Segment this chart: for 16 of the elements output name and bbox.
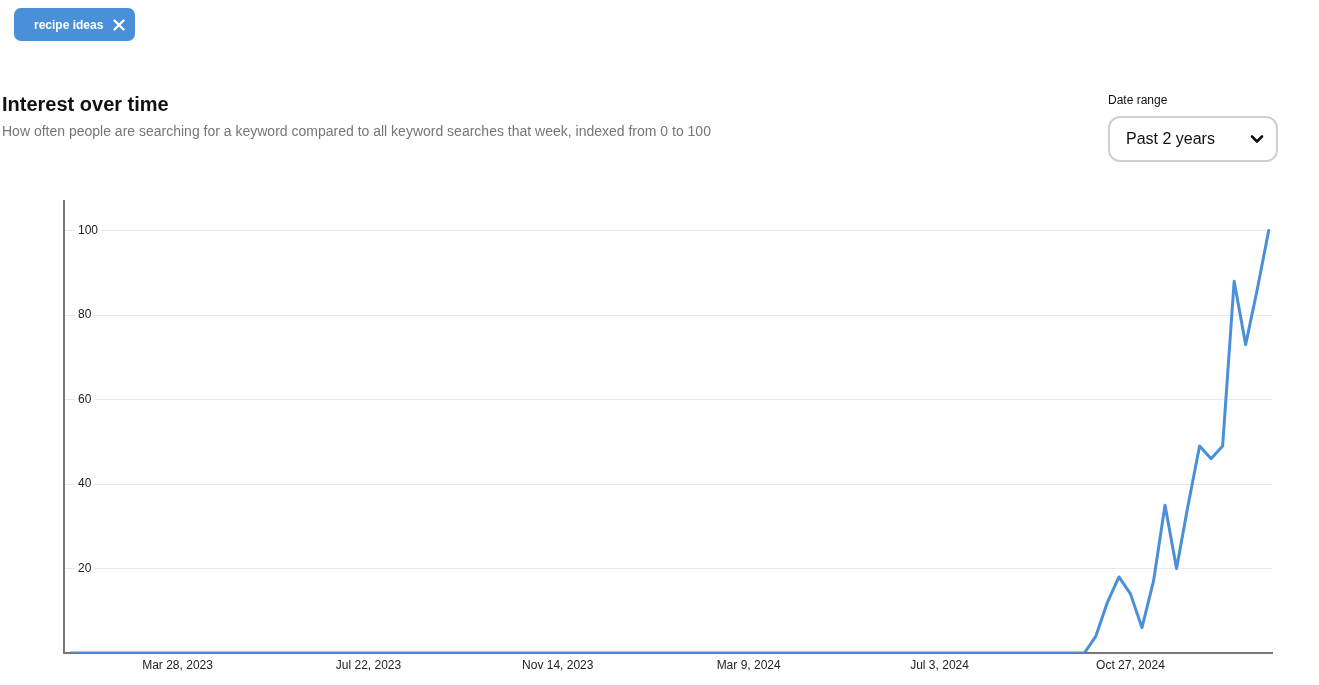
dropdown-field: Past 2 years	[1108, 116, 1278, 162]
x-tick-label: Mar 28, 2023	[142, 657, 214, 672]
x-tick-label: Mar 9, 2024	[716, 657, 781, 672]
x-tick-label: Nov 14, 2023	[522, 657, 594, 672]
y-tick-label: 20	[78, 560, 92, 575]
y-tick-label: 80	[78, 307, 92, 322]
y-tick-label: 60	[78, 391, 92, 406]
chart-subtitle: How often people are searching for a keyword compared to all keyword searches that week, indexed from 0 to 100	[2, 123, 711, 139]
x-tick-label: Jul 3, 2024	[910, 657, 970, 672]
chart-title: Interest over time	[2, 92, 169, 116]
x-tick-label: Oct 27, 2024	[1096, 657, 1166, 672]
y-tick-label: 100	[78, 222, 99, 237]
text: Date range	[1108, 93, 1168, 107]
y-tick-label: 40	[78, 476, 92, 491]
keyword-chip: recipe ideas	[14, 8, 136, 41]
x-tick-label: Jul 22, 2023	[335, 657, 402, 672]
